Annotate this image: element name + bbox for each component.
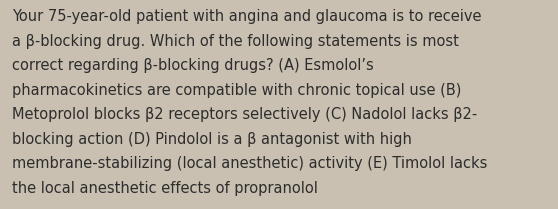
Text: a β-blocking drug. Which of the following statements is most: a β-blocking drug. Which of the followin… bbox=[12, 34, 459, 49]
Text: the local anesthetic effects of propranolol: the local anesthetic effects of proprano… bbox=[12, 181, 318, 196]
Text: membrane-stabilizing (local anesthetic) activity (E) Timolol lacks: membrane-stabilizing (local anesthetic) … bbox=[12, 156, 488, 171]
Text: blocking action (D) Pindolol is a β antagonist with high: blocking action (D) Pindolol is a β anta… bbox=[12, 132, 412, 147]
Text: correct regarding β-blocking drugs? (A) Esmolol’s: correct regarding β-blocking drugs? (A) … bbox=[12, 58, 374, 73]
Text: Metoprolol blocks β2 receptors selectively (C) Nadolol lacks β2-: Metoprolol blocks β2 receptors selective… bbox=[12, 107, 478, 122]
Text: pharmacokinetics are compatible with chronic topical use (B): pharmacokinetics are compatible with chr… bbox=[12, 83, 461, 98]
Text: Your 75-year-old patient with angina and glaucoma is to receive: Your 75-year-old patient with angina and… bbox=[12, 9, 482, 24]
